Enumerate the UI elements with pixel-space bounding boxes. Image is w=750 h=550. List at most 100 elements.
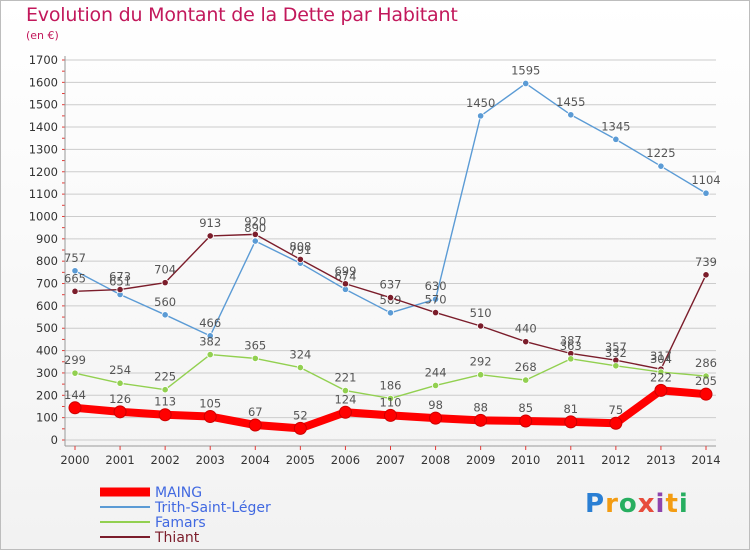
data-point	[338, 405, 352, 419]
data-point	[386, 309, 395, 317]
data-point	[519, 414, 533, 428]
proxiti-logo: Proxiti	[585, 489, 689, 519]
data-label: 304	[650, 352, 672, 366]
y-tick-label: 1500	[29, 98, 58, 112]
data-label: 674	[334, 269, 356, 283]
data-label: 110	[380, 395, 402, 409]
data-label: 286	[695, 356, 717, 370]
data-point	[161, 311, 169, 319]
data-label: 88	[473, 400, 488, 414]
data-point	[522, 338, 530, 346]
data-label: 124	[334, 392, 356, 406]
data-point	[206, 232, 214, 240]
data-point	[203, 410, 217, 424]
data-label: 704	[154, 263, 176, 277]
y-tick-label: 400	[36, 344, 58, 358]
data-label: 637	[380, 278, 402, 292]
x-tick-label: 2011	[556, 453, 585, 467]
chart-title: Evolution du Montant de la Dette par Hab…	[26, 4, 458, 26]
data-label: 292	[470, 355, 492, 369]
data-point	[68, 401, 82, 415]
data-label: 1104	[691, 173, 720, 187]
y-tick-label: 600	[36, 299, 58, 313]
data-label: 144	[64, 388, 86, 402]
data-label: 808	[289, 239, 311, 253]
data-label: 317	[650, 349, 672, 363]
y-tick-label: 0	[51, 433, 58, 447]
y-tick-label: 300	[36, 366, 58, 380]
legend-label: Famars	[155, 515, 206, 531]
data-label: 382	[199, 335, 221, 349]
y-tick-label: 1100	[29, 187, 58, 201]
data-label: 440	[515, 322, 537, 336]
data-point	[429, 411, 443, 425]
data-point	[206, 332, 214, 340]
x-tick-label: 2007	[376, 453, 405, 467]
data-label: 920	[244, 214, 266, 228]
data-label: 673	[109, 270, 131, 284]
data-point	[654, 383, 668, 397]
data-label: 699	[334, 264, 356, 278]
data-label: 1225	[646, 146, 675, 160]
x-tick-label: 2001	[105, 453, 134, 467]
data-label: 81	[563, 402, 578, 416]
data-point	[477, 371, 485, 379]
data-point	[341, 280, 350, 288]
data-point	[341, 386, 350, 395]
data-point	[384, 408, 397, 422]
y-tick-label: 1300	[29, 142, 58, 156]
data-label: 913	[199, 216, 221, 230]
data-point	[71, 267, 79, 275]
data-label: 560	[154, 295, 176, 309]
data-point	[702, 189, 710, 197]
data-label: 510	[470, 306, 492, 320]
y-tick-label: 1600	[29, 75, 58, 89]
x-tick-label: 2010	[511, 453, 540, 467]
y-tick-label: 1400	[29, 120, 58, 134]
x-tick-label: 2003	[196, 453, 225, 467]
data-label: 222	[650, 370, 672, 384]
x-tick-label: 2012	[601, 453, 630, 467]
data-point	[251, 230, 259, 238]
x-tick-label: 2014	[691, 453, 720, 467]
data-point	[612, 362, 620, 370]
data-point	[564, 415, 578, 429]
data-label: 739	[695, 255, 717, 269]
data-point	[702, 372, 710, 380]
data-point	[386, 394, 395, 403]
data-point	[612, 135, 620, 143]
data-point	[161, 386, 169, 394]
data-label: 186	[380, 378, 402, 392]
data-label: 1595	[511, 63, 540, 77]
data-point	[251, 237, 259, 245]
x-tick-label: 2004	[241, 453, 270, 467]
y-tick-label: 1200	[29, 165, 58, 179]
data-point	[71, 287, 79, 295]
data-label: 357	[605, 340, 627, 354]
data-label: 268	[515, 360, 537, 374]
data-label: 67	[248, 405, 263, 419]
data-label: 791	[289, 243, 311, 257]
y-tick-label: 900	[36, 232, 58, 246]
data-label: 665	[64, 271, 86, 285]
y-tick-label: 1700	[29, 53, 58, 67]
data-label: 466	[199, 316, 221, 330]
legend-label: Trith-Saint-Léger	[154, 500, 271, 516]
y-tick-label: 700	[36, 277, 58, 291]
data-label: 225	[154, 370, 176, 384]
data-point	[431, 308, 440, 317]
chart-subtitle: (en €)	[26, 29, 59, 42]
data-label: 363	[560, 339, 582, 353]
data-point	[477, 112, 485, 120]
data-point	[113, 405, 127, 419]
data-label: 757	[64, 251, 86, 265]
data-label: 890	[244, 221, 266, 235]
legend-label: Thiant	[154, 530, 200, 546]
x-tick-label: 2009	[466, 453, 495, 467]
y-tick-label: 800	[36, 254, 58, 268]
data-point	[702, 271, 710, 279]
data-point	[116, 285, 124, 294]
data-point	[522, 79, 530, 88]
data-label: 244	[425, 365, 447, 379]
